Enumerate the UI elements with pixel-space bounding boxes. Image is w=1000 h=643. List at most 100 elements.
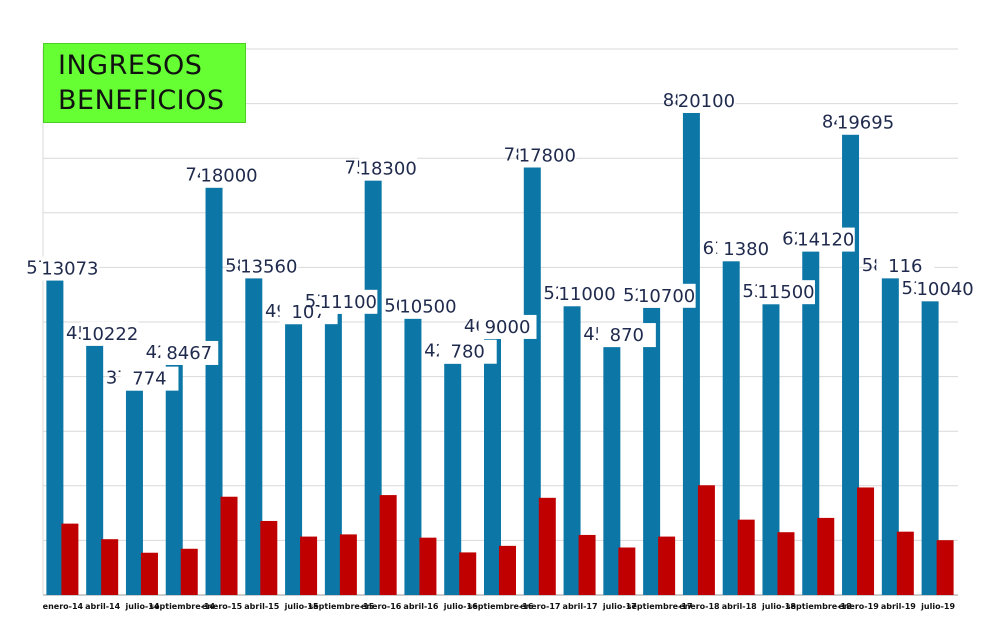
x-tick-label: enero-16 (361, 602, 402, 611)
data-label-beneficios: 11100 (320, 292, 377, 313)
data-label-beneficios: 116 (888, 256, 922, 277)
bar-ingresos (86, 345, 104, 595)
bar-beneficios (459, 552, 477, 595)
bar-ingresos (643, 307, 661, 595)
bar-beneficios (817, 517, 835, 595)
x-tick-label: enero-14 (43, 602, 84, 611)
bar-ingresos (921, 301, 939, 595)
bar-ingresos (205, 187, 223, 595)
data-label-backing (597, 323, 656, 348)
bar-beneficios (140, 552, 158, 595)
bar-ingresos (165, 364, 183, 595)
bar-beneficios (578, 534, 596, 595)
data-label-backing (637, 283, 696, 308)
bar-beneficios (697, 485, 715, 595)
bar-ingresos (722, 261, 740, 595)
bar-beneficios (220, 496, 238, 595)
data-label-backing (478, 314, 537, 339)
bar-ingresos (444, 363, 462, 595)
x-tick-label: julio-14 (125, 602, 160, 611)
data-label-beneficios: 11500 (757, 282, 814, 303)
x-tick-label: septiembre-16 (468, 602, 534, 611)
bar-beneficios (101, 539, 119, 595)
x-tick-label: septiembre-15 (308, 602, 374, 611)
bar-ingresos (46, 280, 64, 595)
data-label-backing (120, 366, 179, 391)
bar-ingresos (245, 278, 263, 595)
data-labels: 5759413073456461022237432774421338467745… (26, 88, 975, 391)
x-tick-labels: enero-14 abril-14 julio-14septiembre-14ene… (43, 602, 956, 611)
bar-ingresos (842, 134, 860, 595)
bar-beneficios (260, 520, 278, 595)
data-label-beneficios: 10222 (81, 324, 138, 345)
x-tick-label: abril-19 (881, 602, 916, 611)
x-tick-label: julio-19 (920, 602, 955, 611)
bar-beneficios (857, 487, 875, 595)
data-label-beneficios: 10700 (638, 286, 695, 307)
bar-ingresos (285, 324, 303, 595)
x-tick-label: abril-15 (244, 602, 279, 611)
data-label-beneficios: 18000 (200, 166, 257, 187)
data-label-backing (916, 277, 975, 302)
bar-beneficios (61, 523, 79, 595)
legend-entry-ingresos: INGRESOS (58, 50, 203, 81)
data-label-beneficios: 13073 (41, 259, 98, 280)
data-label-backing (359, 156, 418, 181)
data-label-beneficios: 13560 (240, 256, 297, 277)
data-label-backing (200, 163, 259, 188)
data-label-backing (717, 237, 776, 262)
data-label-backing (40, 256, 99, 281)
x-tick-label: enero-15 (202, 602, 243, 611)
bar-ingresos (523, 167, 541, 595)
x-tick-label: julio-16 (443, 602, 478, 611)
bar-beneficios (538, 497, 556, 595)
bar-beneficios (499, 545, 516, 595)
bar-beneficios (300, 536, 318, 595)
bar-beneficios (618, 547, 636, 595)
x-tick-label: septiembre-18 (786, 602, 852, 611)
x-tick-label: septiembre-14 (149, 602, 215, 611)
data-label-beneficios: 870 (610, 325, 644, 346)
bar-ingresos (603, 347, 621, 595)
data-label-backing (398, 294, 457, 319)
data-label-beneficios: 107 (291, 302, 325, 323)
x-tick-label: julio-15 (284, 602, 319, 611)
data-label-backing (80, 321, 139, 346)
x-tick-label: abril-17 (563, 602, 598, 611)
data-label-beneficios: 20100 (678, 91, 735, 112)
bar-ingresos (484, 338, 501, 595)
bar-beneficios (737, 519, 755, 595)
data-label-backing (160, 340, 219, 365)
bar-ingresos (404, 318, 422, 595)
data-label-beneficios: 18300 (360, 159, 417, 180)
bar-ingresos (682, 112, 700, 595)
bar-beneficios (419, 537, 437, 595)
data-label-beneficios: 1380 (723, 239, 769, 260)
data-label-backing (796, 227, 855, 252)
data-label-beneficios: 17800 (519, 145, 576, 166)
x-tick-label: abril-14 (85, 602, 120, 611)
data-label-backing (558, 282, 617, 307)
x-tick-label: julio-17 (602, 602, 637, 611)
data-label-beneficios: 14120 (797, 230, 854, 251)
data-label-beneficios: 9000 (485, 317, 531, 338)
data-label-backing (518, 143, 577, 168)
bar-ingresos (563, 306, 581, 595)
data-label-backing (319, 289, 378, 314)
x-tick-label: enero-17 (520, 602, 560, 611)
data-label-backing (239, 254, 298, 279)
data-label-backing (756, 280, 815, 305)
bar-ingresos (125, 390, 143, 595)
bar-beneficios (339, 534, 357, 595)
data-label-backing (677, 88, 736, 113)
data-label-beneficios: 774 (132, 369, 166, 390)
bar-beneficios (180, 548, 198, 595)
bar-ingresos (802, 251, 820, 596)
x-tick-label: enero-18 (679, 602, 720, 611)
bar-ingresos (762, 304, 780, 595)
bar-beneficios (896, 531, 914, 595)
bar-beneficios (777, 532, 795, 595)
bar-beneficios (936, 540, 954, 595)
legend: INGRESOS BENEFICIOS (43, 43, 246, 123)
